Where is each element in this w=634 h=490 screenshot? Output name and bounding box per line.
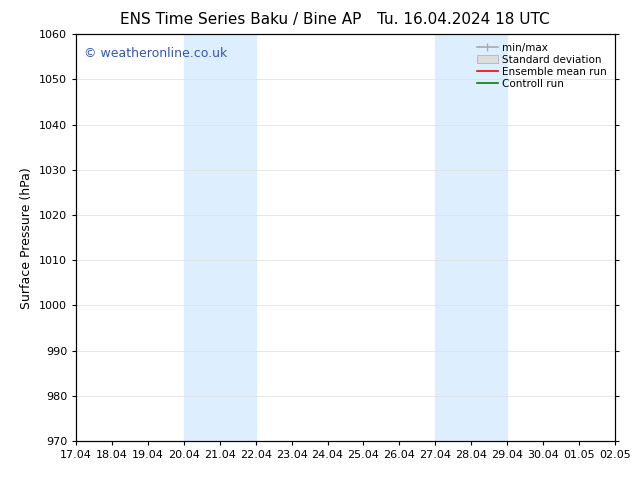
Text: © weatheronline.co.uk: © weatheronline.co.uk [84,47,228,59]
Y-axis label: Surface Pressure (hPa): Surface Pressure (hPa) [20,167,34,309]
Text: Tu. 16.04.2024 18 UTC: Tu. 16.04.2024 18 UTC [377,12,549,27]
Bar [184,34,256,441]
Bar [436,34,507,441]
Text: ENS Time Series Baku / Bine AP: ENS Time Series Baku / Bine AP [120,12,361,27]
Legend: min/max, Standard deviation, Ensemble mean run, Controll run: min/max, Standard deviation, Ensemble me… [474,40,610,92]
